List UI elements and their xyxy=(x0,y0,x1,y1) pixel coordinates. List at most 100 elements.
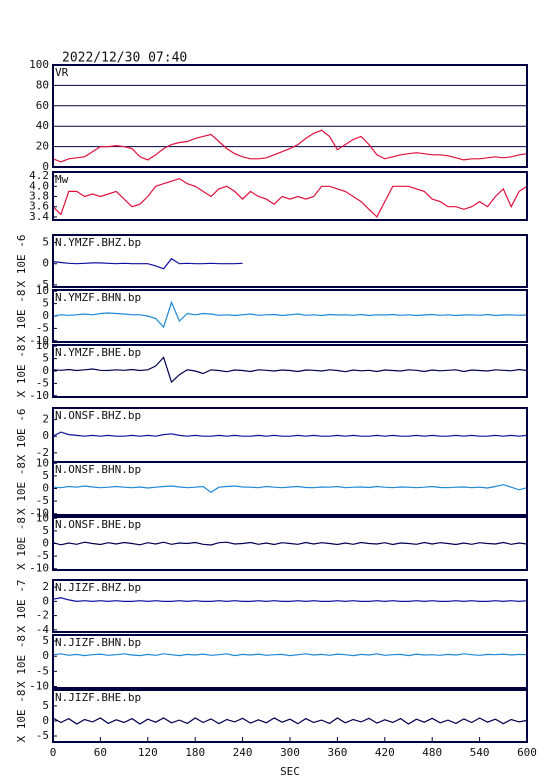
x-tick-label: 60 xyxy=(94,746,107,759)
y-tick-label: 10 xyxy=(36,339,49,352)
x-tick-label: 360 xyxy=(327,746,347,759)
y-tick-label: 0 xyxy=(42,257,49,270)
y-tick-label: -10 xyxy=(29,679,49,692)
panel-frame xyxy=(52,344,528,398)
y-tick-label: 2 xyxy=(42,413,49,426)
y-tick-label: 60 xyxy=(36,99,49,112)
y-axis-label: X 10E -8 xyxy=(15,290,28,343)
y-tick-label: 5 xyxy=(42,236,49,249)
panel-label: N.ONSF.BHN.bp xyxy=(55,463,141,476)
y-tick-label: 10 xyxy=(36,284,49,297)
trace xyxy=(52,597,528,603)
y-tick-label: 10 xyxy=(36,456,49,469)
panel-frame xyxy=(52,579,528,633)
trace xyxy=(52,431,528,437)
panel-label: N.ONSF.BHE.bp xyxy=(55,518,141,531)
y-axis-label: X 10E -8 xyxy=(15,635,28,688)
y-tick-label: -2 xyxy=(36,609,49,622)
y-tick-label: -10 xyxy=(29,507,49,520)
y-tick-label: 3.6 xyxy=(29,200,49,213)
y-tick-label: 0 xyxy=(42,482,49,495)
y-tick-label: -5 xyxy=(36,321,49,334)
y-tick-label: 5 xyxy=(42,352,49,365)
x-tick-label: 300 xyxy=(280,746,300,759)
y-axis-label: X 10E -8 xyxy=(15,462,28,515)
y-tick-label: 0 xyxy=(42,649,49,662)
trace xyxy=(52,257,243,270)
x-axis-label: SEC xyxy=(280,765,300,778)
y-tick-label: -5 xyxy=(36,729,49,742)
trace xyxy=(52,129,528,163)
y-tick-label: 5 xyxy=(42,469,49,482)
panel-label: N.ONSF.BHZ.bp xyxy=(55,409,141,422)
panel-label: N.YMZF.BHZ.bp xyxy=(55,236,141,249)
panel-frame xyxy=(52,234,528,288)
trace xyxy=(52,717,528,725)
y-tick-label: -10 xyxy=(29,334,49,347)
x-tick-label: 240 xyxy=(233,746,253,759)
y-tick-label: 3.8 xyxy=(29,190,49,203)
panel-frame xyxy=(52,289,528,343)
y-axis-label: X 10E -6 xyxy=(15,409,28,462)
y-tick-label: -5 xyxy=(36,664,49,677)
trace xyxy=(52,484,528,494)
y-axis-label: X 10E -8 xyxy=(15,690,28,743)
y-tick-label: -10 xyxy=(29,562,49,575)
panel-frame xyxy=(52,634,528,689)
panel-frame xyxy=(52,516,528,571)
y-tick-label: 40 xyxy=(36,119,49,132)
panel-label: N.YMZF.BHE.bp xyxy=(55,346,141,359)
x-tick-label: 420 xyxy=(375,746,395,759)
x-tick-label: 180 xyxy=(185,746,205,759)
y-tick-label: 0 xyxy=(42,160,49,173)
x-tick-label: 540 xyxy=(470,746,490,759)
y-tick-label: 20 xyxy=(36,140,49,153)
y-axis-label: X 10E -8 xyxy=(15,345,28,398)
trace xyxy=(52,541,528,546)
y-tick-label: 0 xyxy=(42,594,49,607)
y-tick-label: -5 xyxy=(36,278,49,291)
y-tick-label: -10 xyxy=(29,389,49,402)
y-axis-label: X 10E -7 xyxy=(15,580,28,633)
y-tick-label: -5 xyxy=(36,376,49,389)
x-tick-label: 120 xyxy=(138,746,158,759)
x-tick-label: 600 xyxy=(517,746,537,759)
x-tick-label: 480 xyxy=(422,746,442,759)
y-tick-label: -5 xyxy=(36,549,49,562)
panel-label: N.JIZF.BHE.bp xyxy=(55,691,141,704)
y-tick-label: 5 xyxy=(42,634,49,647)
trace xyxy=(52,356,528,384)
panel-frame xyxy=(52,171,528,221)
x-tick-label: 0 xyxy=(50,746,57,759)
y-tick-label: 0 xyxy=(42,309,49,322)
panel-frame xyxy=(52,461,528,516)
panel-label: N.YMZF.BHN.bp xyxy=(55,291,141,304)
trace xyxy=(52,177,528,218)
chart-title: 2022/12/30 07:40 xyxy=(62,51,187,66)
y-tick-label: 5 xyxy=(42,297,49,310)
y-tick-label: -2 xyxy=(36,446,49,459)
y-tick-label: 80 xyxy=(36,78,49,91)
y-tick-label: -5 xyxy=(36,494,49,507)
y-tick-label: 2 xyxy=(42,580,49,593)
y-axis-label: X 10E -8 xyxy=(15,517,28,570)
y-tick-label: 5 xyxy=(42,699,49,712)
panel-label: N.JIZF.BHN.bp xyxy=(55,636,141,649)
y-tick-label: 10 xyxy=(36,511,49,524)
y-tick-label: 5 xyxy=(42,524,49,537)
panel-frame xyxy=(52,64,528,168)
trace xyxy=(52,653,528,657)
panel-label: N.JIZF.BHZ.bp xyxy=(55,581,141,594)
y-tick-label: 0 xyxy=(42,429,49,442)
y-tick-label: 4.2 xyxy=(29,169,49,182)
y-tick-label: 0 xyxy=(42,537,49,550)
y-tick-label: 0 xyxy=(42,364,49,377)
panel-label: Mw xyxy=(55,173,69,186)
y-tick-label: -4 xyxy=(36,623,50,636)
y-tick-label: 0 xyxy=(42,714,49,727)
y-axis-label: X 10E -6 xyxy=(15,235,28,288)
y-tick-label: 4.0 xyxy=(29,179,49,192)
y-tick-label: 100 xyxy=(29,58,49,71)
